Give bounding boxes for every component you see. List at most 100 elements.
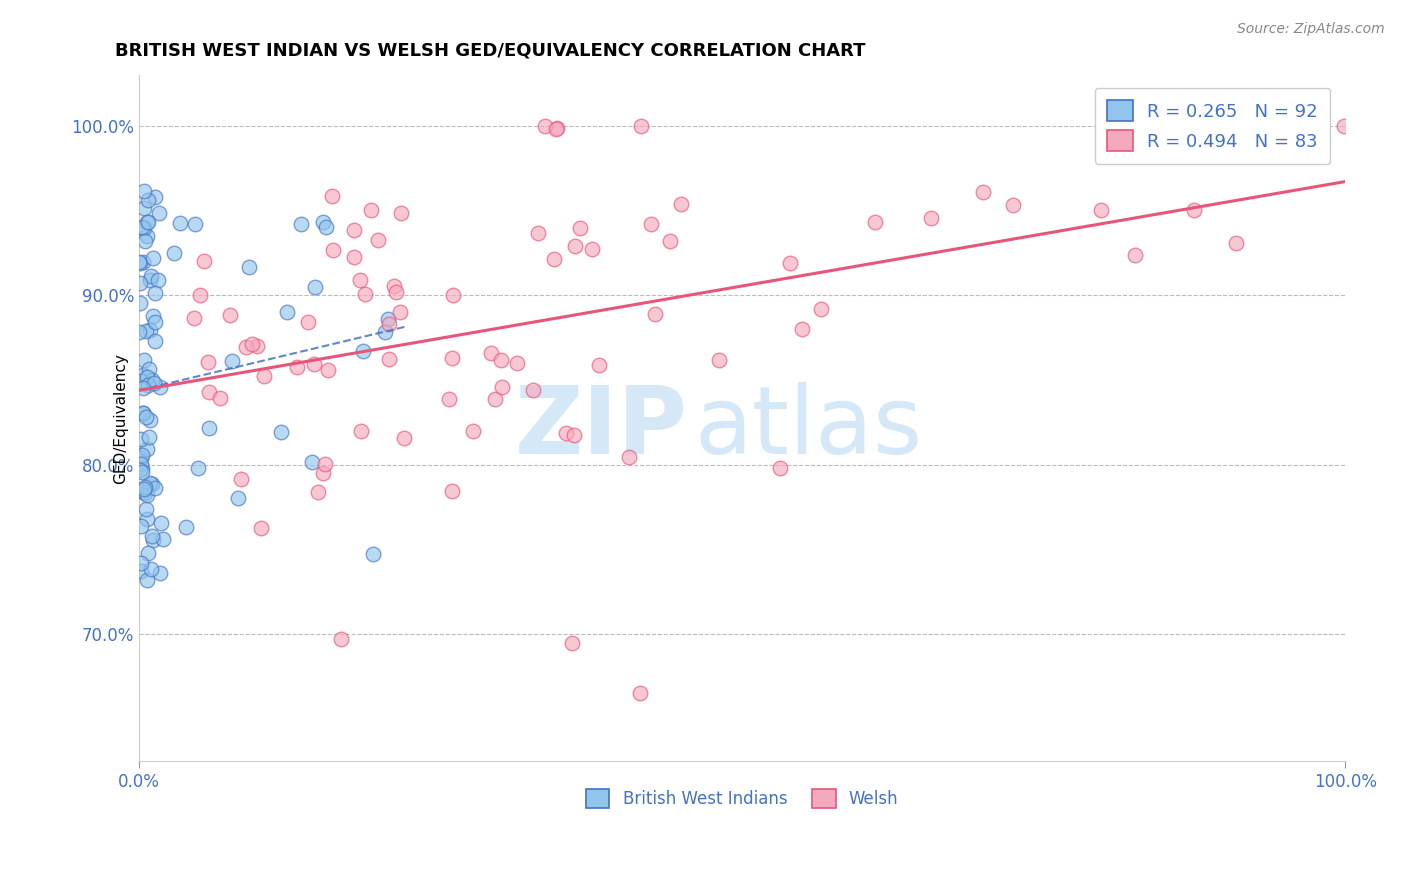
Point [135, 229, 157, 244]
Point [132, 352, 155, 367]
Point [378, 351, 401, 366]
Point [132, 382, 155, 396]
Point [1275, 146, 1298, 161]
Point [304, 280, 326, 294]
Point [129, 432, 152, 446]
Point [135, 410, 157, 425]
Point [246, 339, 269, 353]
Point [568, 221, 591, 235]
Point [707, 352, 730, 367]
Point [229, 472, 252, 486]
Point [1090, 202, 1112, 217]
Point [131, 466, 153, 480]
Text: Source: ZipAtlas.com: Source: ZipAtlas.com [1237, 22, 1385, 37]
Point [148, 206, 170, 220]
Point [141, 269, 163, 284]
Point [792, 321, 814, 335]
Point [141, 477, 163, 491]
Point [564, 238, 586, 252]
Point [198, 384, 221, 399]
Point [920, 211, 942, 226]
Point [329, 632, 352, 647]
Point [150, 516, 173, 531]
Point [226, 491, 249, 505]
Point [136, 215, 159, 229]
Point [129, 374, 152, 388]
Point [484, 392, 506, 407]
Point [377, 311, 399, 326]
Point [139, 561, 162, 575]
Point [1182, 202, 1205, 217]
Point [301, 455, 323, 469]
Point [659, 234, 682, 248]
Point [131, 457, 153, 471]
Point [617, 450, 640, 464]
Point [134, 480, 156, 494]
Point [440, 351, 463, 365]
Point [312, 215, 335, 229]
Point [132, 368, 155, 383]
Point [136, 215, 159, 229]
Point [129, 556, 152, 570]
Point [221, 353, 243, 368]
Point [769, 460, 792, 475]
Point [187, 460, 209, 475]
Point [554, 426, 576, 441]
Point [136, 488, 159, 502]
Point [148, 273, 170, 287]
Point [388, 305, 411, 319]
Point [128, 463, 150, 477]
Point [197, 355, 219, 369]
Point [208, 391, 231, 405]
Point [145, 315, 167, 329]
Point [142, 251, 165, 265]
Point [152, 533, 174, 547]
Point [218, 309, 240, 323]
Point [270, 425, 292, 439]
Point [1333, 119, 1355, 133]
Point [128, 255, 150, 269]
Point [135, 512, 157, 526]
Point [1171, 119, 1194, 133]
Point [188, 288, 211, 302]
Point [131, 448, 153, 462]
Point [250, 521, 273, 535]
Point [863, 215, 886, 229]
Point [134, 482, 156, 496]
Point [136, 369, 159, 384]
Point [193, 254, 215, 268]
Point [343, 250, 366, 264]
Point [276, 305, 298, 319]
Point [312, 466, 335, 480]
Point [183, 310, 205, 325]
Point [139, 273, 162, 287]
Point [441, 288, 464, 302]
Point [526, 227, 548, 241]
Point [174, 519, 197, 533]
Point [134, 485, 156, 500]
Point [1123, 248, 1146, 262]
Point [389, 206, 412, 220]
Point [132, 485, 155, 500]
Point [546, 120, 568, 135]
Point [143, 481, 166, 495]
Point [135, 502, 157, 516]
Point [132, 406, 155, 420]
Point [352, 344, 374, 359]
Point [644, 307, 666, 321]
Point [343, 223, 366, 237]
Point [197, 421, 219, 435]
Point [321, 189, 343, 203]
Text: atlas: atlas [695, 383, 922, 475]
Point [141, 533, 163, 548]
Legend: British West Indians, Welsh: British West Indians, Welsh [579, 782, 905, 814]
Point [163, 246, 186, 260]
Point [139, 323, 162, 337]
Text: BRITISH WEST INDIAN VS WELSH GED/EQUIVALENCY CORRELATION CHART: BRITISH WEST INDIAN VS WELSH GED/EQUIVAL… [115, 42, 866, 60]
Point [129, 564, 152, 578]
Point [149, 380, 172, 394]
Y-axis label: GED/Equivalency: GED/Equivalency [112, 352, 128, 483]
Point [139, 476, 162, 491]
Point [349, 273, 371, 287]
Point [972, 186, 994, 200]
